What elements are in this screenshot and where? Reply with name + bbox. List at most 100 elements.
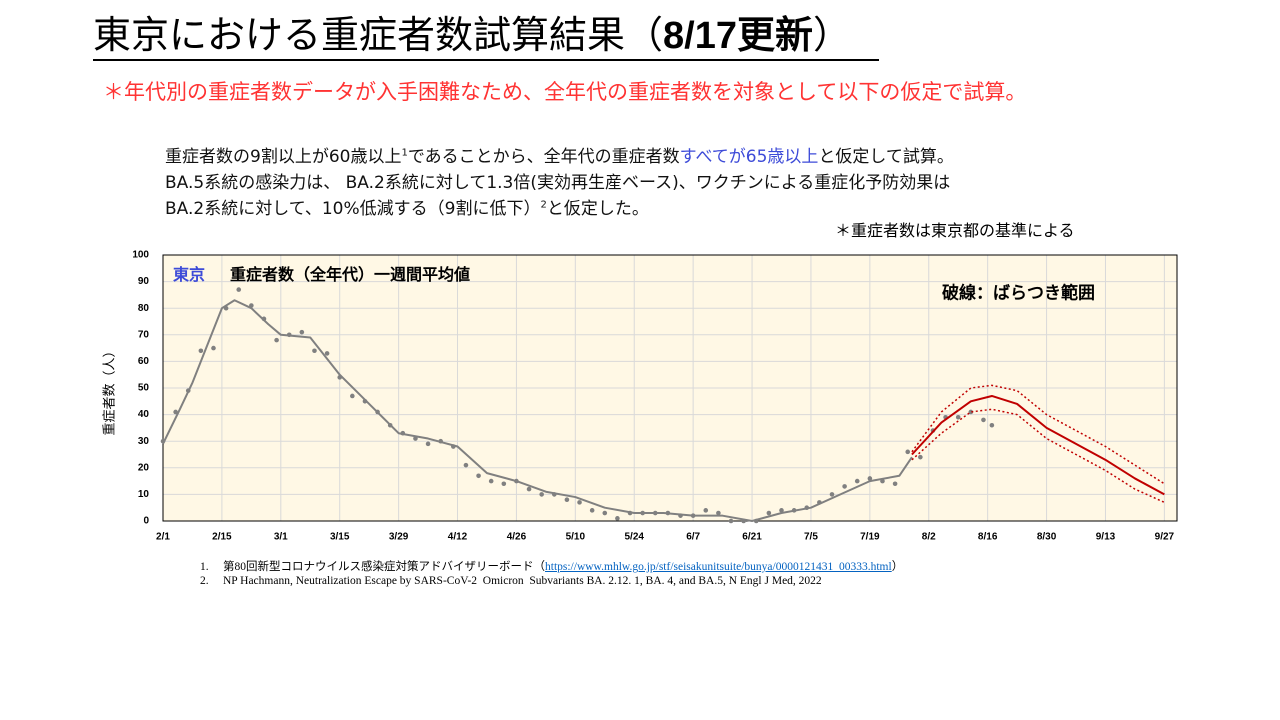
data-point <box>854 478 860 484</box>
x-tick-label: 6/21 <box>742 532 762 543</box>
data-point <box>716 510 721 516</box>
data-point <box>981 417 986 423</box>
data-point <box>615 516 620 521</box>
x-tick-label: 5/24 <box>625 532 645 543</box>
range-line <box>911 384 1165 485</box>
data-point <box>501 481 507 487</box>
note: ＊年代別の重症者数データが入手困難なため、全年代の重症者数を対象として以下の仮定… <box>103 80 1027 104</box>
data-point <box>539 492 544 497</box>
link[interactable]: https://www.mhlw.go.jp/stf/seisakunitsui… <box>545 561 892 573</box>
data-point <box>905 449 911 455</box>
text: 重症者数の9割以上が60歳以上 <box>165 147 402 167</box>
x-tick-label: 2/1 <box>156 532 170 543</box>
annotation: 重症者数（全年代）一週間平均値 <box>230 265 470 284</box>
data-point <box>968 409 974 415</box>
body-line: BA.5系統の感染力は、 BA.2系統に対して1.3倍(実効再生産ベース)、ワク… <box>165 168 950 193</box>
data-point <box>236 287 242 292</box>
annotation: 東京 <box>173 265 205 284</box>
data-point <box>955 414 961 420</box>
text: 第80回新型コロナウイルス感染症対策アドバイザリーボード（ <box>223 561 545 573</box>
reference: 2. NP Hachmann, Neutralization Escape by… <box>200 575 822 587</box>
plot-border <box>162 254 1178 522</box>
reference: 1. 第80回新型コロナウイルス感染症対策アドバイザリーボード（https://… <box>200 558 903 574</box>
data-point <box>526 486 532 492</box>
y-tick-label: 60 <box>138 356 150 367</box>
data-point <box>766 510 772 516</box>
y-tick-label: 20 <box>138 462 150 473</box>
data-point <box>198 348 204 354</box>
y-tick-label: 90 <box>138 276 150 287</box>
y-tick-label: 80 <box>138 303 150 314</box>
data-point <box>299 329 305 335</box>
y-tick-label: 100 <box>132 250 149 261</box>
data-point <box>703 508 709 513</box>
x-tick-label: 2/15 <box>212 532 232 543</box>
data-point <box>425 441 431 447</box>
x-tick-label: 5/10 <box>566 532 586 543</box>
data-point <box>211 345 216 351</box>
data-point <box>476 473 481 479</box>
ref-mark: 2 <box>540 199 547 211</box>
data-point <box>989 422 995 428</box>
body-line: BA.2系統に対して、10%低減する（9割に低下）2と仮定した。 <box>165 194 649 219</box>
x-tick-label: 9/27 <box>1155 532 1175 543</box>
y-axis-label: 重症者数（人） <box>101 344 116 435</box>
data-point <box>274 337 279 343</box>
x-tick-label: 7/19 <box>860 532 880 543</box>
text: ） <box>891 561 904 573</box>
text: BA.2系統に対して、10%低減する（9割に低下） <box>165 199 541 219</box>
data-point <box>829 492 835 497</box>
data-point <box>564 497 570 503</box>
data-point <box>577 500 582 505</box>
y-tick-label: 40 <box>138 409 150 420</box>
x-tick-label: 3/29 <box>389 532 409 543</box>
body-line: 重症者数の9割以上が60歳以上1であることから、全年代の重症者数すべてが65歳以… <box>165 142 954 167</box>
text: BA.5系統の感染力は、 BA.2系統に対して1.3倍(実効再生産ベース)、ワク… <box>165 173 951 193</box>
x-tick-label: 8/2 <box>922 532 936 543</box>
y-tick-label: 70 <box>138 329 150 340</box>
data-point <box>312 348 317 354</box>
x-tick-label: 9/13 <box>1096 532 1116 543</box>
data-point <box>589 508 595 513</box>
title-text: 東京における重症者数試算結果（ <box>93 13 664 57</box>
y-tick-label: 10 <box>138 489 150 500</box>
data-point <box>918 454 923 460</box>
trend-line <box>911 394 1165 496</box>
x-tick-label: 8/30 <box>1037 532 1057 543</box>
data-point <box>892 481 898 487</box>
y-tick-label: 0 <box>143 516 149 527</box>
title: 東京における重症者数試算結果（8/17更新） <box>93 12 879 61</box>
text: と仮定した。 <box>546 199 649 219</box>
data-point <box>173 409 178 415</box>
x-tick-label: 6/7 <box>686 532 700 543</box>
ref-num: 1. <box>200 561 209 573</box>
data-point <box>463 462 469 468</box>
title-text: ） <box>812 13 851 57</box>
data-point <box>324 351 330 356</box>
y-tick-label: 50 <box>138 383 150 394</box>
data-point <box>867 476 873 481</box>
data-point <box>842 484 847 489</box>
criteria-note: ＊重症者数は東京都の基準による <box>835 221 1075 240</box>
ref-mark: 1 <box>401 147 408 159</box>
x-tick-label: 3/1 <box>274 532 288 543</box>
highlight: すべてが65歳以上 <box>679 147 819 167</box>
text: であることから、全年代の重症者数 <box>407 147 680 167</box>
trend-line <box>162 299 913 522</box>
data-point <box>602 510 608 516</box>
title-update: 8/17更新 <box>663 15 813 57</box>
x-tick-label: 4/26 <box>507 532 527 543</box>
text: NP Hachmann, Neutralization Escape by SA… <box>223 575 822 587</box>
data-point <box>488 478 494 484</box>
y-tick-label: 30 <box>138 436 150 447</box>
x-tick-label: 8/16 <box>978 532 998 543</box>
text: と仮定して試算。 <box>818 147 954 167</box>
x-tick-label: 4/12 <box>448 532 468 543</box>
data-point <box>728 518 734 524</box>
x-tick-label: 3/15 <box>330 532 350 543</box>
annotation: 破線：ばらつき範囲 <box>942 282 1095 302</box>
data-point <box>350 393 355 399</box>
x-tick-label: 7/5 <box>804 532 818 543</box>
